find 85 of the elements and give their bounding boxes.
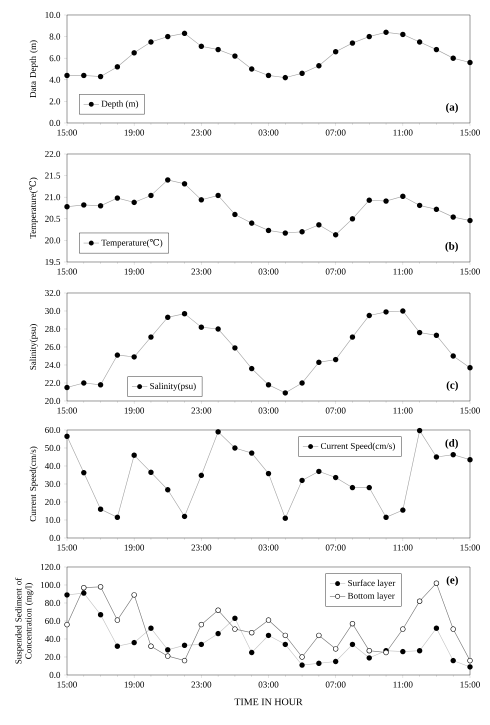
y-tick-label: 21.0 [45, 194, 60, 200]
x-tick-label: 23:00 [191, 268, 212, 275]
y-tick-label: 6.0 [50, 55, 60, 62]
y-tick-label: 32.0 [45, 290, 60, 296]
legend-label: Temperature(℃) [101, 238, 162, 248]
x-tick-label: 07:00 [326, 682, 346, 688]
x-tick-label: 03:00 [258, 268, 278, 275]
y-tick-label: 22.0 [45, 380, 60, 386]
annotation: (c) [446, 381, 458, 391]
x-tick-label: 19:00 [124, 544, 144, 551]
y-tick-label: 24.0 [45, 362, 60, 368]
x-tick-label: 15:00 [58, 544, 77, 551]
y-tick-label: 120.0 [41, 564, 60, 570]
legend-label: Depth (m) [102, 100, 138, 109]
x-axis-title: TIME IN HOUR [234, 698, 303, 706]
y-tick-label: 80.0 [45, 600, 60, 606]
y-axis-title: Current Speed(cm/s) [30, 446, 38, 522]
legend-label: Surface layer [348, 580, 396, 588]
x-tick-label: 15:00 [460, 130, 480, 136]
legend-label: Bottom layer [348, 592, 395, 601]
x-tick-label: 15:00 [58, 130, 77, 136]
x-tick-label: 19:00 [124, 682, 144, 688]
x-tick-label: 03:00 [258, 130, 278, 136]
y-tick-label: 30.0 [45, 480, 60, 488]
y-axis-title: Salinity(psu) [30, 324, 38, 370]
y-tick-label: 10.0 [46, 12, 60, 18]
x-tick-label: 19:00 [124, 268, 144, 275]
y-tick-label: 0.0 [50, 534, 60, 542]
x-tick-label: 07:00 [326, 544, 346, 551]
y-tick-label: 21.5 [45, 172, 60, 179]
y-tick-label: 60.0 [45, 426, 60, 434]
annotation: (b) [445, 242, 458, 252]
y-tick-label: 26.0 [45, 344, 60, 350]
x-tick-label: 23:00 [191, 544, 212, 551]
y-tick-label: 30.0 [45, 308, 60, 314]
x-tick-label: 03:00 [258, 408, 278, 414]
y-axis-title: Suspended Sediment of Concentration (mg/l) [15, 578, 34, 664]
x-tick-label: 07:00 [326, 408, 346, 414]
x-tick-label: 11:00 [394, 682, 413, 688]
y-tick-label: 20.0 [45, 237, 60, 244]
y-tick-label: 0.0 [50, 672, 60, 678]
x-tick-label: 03:00 [258, 682, 278, 688]
annotation: (e) [446, 576, 458, 586]
x-tick-label: 03:00 [258, 544, 278, 551]
x-tick-label: 15:00 [460, 268, 480, 275]
x-tick-label: 11:00 [394, 268, 413, 275]
y-tick-label: 40.0 [44, 636, 60, 642]
x-tick-label: 15:00 [58, 408, 77, 414]
legend-label: Salinity(psu) [150, 382, 196, 391]
y-tick-label: 0.0 [50, 120, 60, 126]
y-tick-label: 20.0 [45, 398, 60, 404]
x-tick-label: 07:00 [326, 130, 346, 136]
x-tick-label: 11:00 [394, 130, 413, 136]
x-tick-label: 23:00 [191, 408, 212, 414]
x-tick-label: 15:00 [58, 268, 77, 275]
y-tick-label: 22.0 [45, 150, 60, 158]
x-tick-label: 19:00 [124, 130, 144, 136]
x-tick-label: 11:00 [394, 544, 413, 551]
y-tick-label: 50.0 [45, 444, 60, 452]
x-tick-label: 15:00 [460, 408, 480, 414]
annotation: (d) [445, 438, 458, 449]
x-tick-label: 15:00 [460, 682, 480, 688]
y-axis-title: Data Depth (m) [30, 40, 38, 98]
y-tick-label: 2.0 [50, 98, 60, 104]
y-axis-title: Temperature(℃) [29, 178, 38, 239]
y-tick-label: 60.0 [45, 618, 60, 624]
y-tick-label: 10.0 [46, 516, 60, 524]
y-tick-label: 28.0 [45, 326, 60, 332]
y-tick-label: 20.0 [45, 654, 60, 660]
annotation: (a) [446, 103, 458, 113]
x-tick-label: 23:00 [191, 682, 212, 688]
legend-label: Current Speed(cm/s) [320, 442, 395, 451]
y-tick-label: 40.0 [44, 462, 60, 470]
y-tick-label: 20.5 [45, 216, 60, 222]
x-tick-label: 15:00 [58, 682, 77, 688]
y-tick-label: 8.0 [50, 34, 60, 40]
x-tick-label: 15:00 [460, 544, 480, 551]
y-tick-label: 19.5 [46, 258, 60, 266]
y-tick-label: 20.0 [45, 498, 60, 506]
x-tick-label: 11:00 [394, 408, 413, 414]
y-tick-label: 100.0 [41, 582, 60, 588]
x-tick-label: 23:00 [191, 130, 212, 136]
y-tick-label: 4.0 [49, 76, 60, 83]
x-tick-label: 19:00 [124, 408, 144, 414]
x-tick-label: 07:00 [326, 268, 346, 275]
